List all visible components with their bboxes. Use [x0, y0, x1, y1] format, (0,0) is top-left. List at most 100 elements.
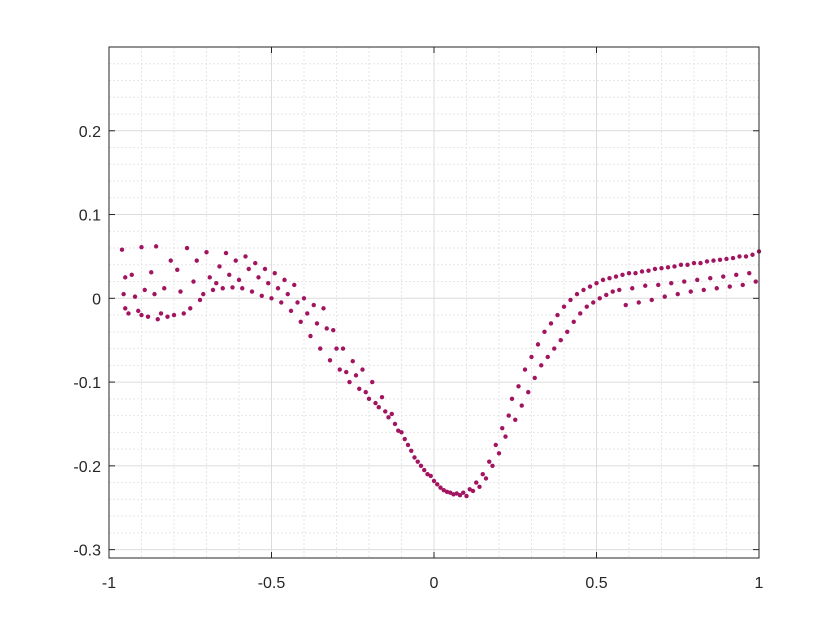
- data-point: [669, 281, 674, 286]
- data-point: [441, 487, 446, 493]
- data-point: [636, 300, 641, 305]
- data-point: [529, 354, 534, 360]
- data-point: [652, 266, 658, 272]
- data-point: [191, 279, 196, 284]
- data-point: [701, 287, 706, 293]
- data-point: [643, 283, 648, 288]
- data-point: [253, 260, 258, 266]
- data-point: [532, 375, 537, 381]
- data-point: [659, 265, 664, 271]
- data-point: [519, 403, 524, 408]
- data-point: [197, 297, 203, 303]
- data-point: [597, 296, 602, 301]
- data-point: [240, 286, 245, 291]
- data-point: [139, 312, 144, 318]
- data-point: [136, 308, 141, 314]
- data-point: [724, 256, 729, 262]
- data-point: [350, 358, 355, 364]
- data-point: [123, 306, 128, 311]
- data-point: [188, 306, 193, 311]
- data-point: [500, 425, 505, 431]
- data-point: [376, 405, 381, 410]
- data-point: [399, 430, 404, 435]
- x-axis-tick-labels: -1 -0.5 0 0.5 1: [102, 575, 764, 592]
- data-point: [591, 300, 596, 305]
- data-point: [750, 252, 755, 257]
- data-point: [214, 281, 219, 286]
- y-tick-label: 0.2: [79, 124, 101, 141]
- data-point: [672, 264, 677, 269]
- data-point: [633, 270, 638, 276]
- data-point: [691, 260, 697, 266]
- data-points: [119, 244, 762, 499]
- data-point: [292, 282, 297, 288]
- data-point: [269, 296, 274, 301]
- data-point: [675, 291, 680, 297]
- data-point: [626, 270, 632, 276]
- data-point: [535, 342, 541, 347]
- data-point: [171, 312, 177, 318]
- data-point: [464, 493, 469, 499]
- data-point: [435, 482, 440, 487]
- data-point: [578, 311, 583, 316]
- data-point: [711, 258, 716, 263]
- data-point: [272, 270, 277, 276]
- data-point: [295, 300, 300, 305]
- data-point: [714, 286, 719, 291]
- x-tick-label: -1: [102, 575, 116, 592]
- data-point: [175, 267, 180, 273]
- data-point: [344, 369, 349, 375]
- x-tick-label: 0.5: [585, 575, 607, 592]
- data-point: [184, 245, 190, 251]
- data-point: [587, 284, 593, 289]
- data-point: [571, 319, 576, 324]
- data-point: [207, 275, 212, 280]
- data-point: [555, 312, 560, 318]
- data-point: [389, 411, 394, 417]
- data-point: [678, 262, 684, 268]
- data-point: [181, 311, 186, 316]
- data-point: [126, 311, 131, 316]
- data-point: [347, 379, 352, 385]
- data-point: [490, 463, 495, 469]
- data-point: [526, 389, 531, 395]
- data-point: [139, 245, 144, 250]
- data-point: [337, 367, 342, 372]
- data-point: [409, 448, 414, 453]
- data-point: [373, 400, 378, 406]
- data-point: [623, 302, 628, 308]
- data-point: [282, 277, 287, 283]
- data-point: [581, 287, 586, 293]
- data-point: [753, 279, 758, 284]
- data-point: [477, 484, 482, 489]
- data-point: [266, 281, 271, 286]
- data-point: [178, 289, 183, 294]
- data-point: [509, 396, 515, 402]
- data-point: [422, 467, 427, 473]
- data-point: [704, 259, 710, 264]
- data-point: [506, 413, 511, 418]
- data-point: [119, 247, 125, 252]
- data-point: [204, 250, 209, 255]
- data-point: [428, 473, 433, 479]
- data-point: [194, 258, 199, 263]
- data-point: [480, 472, 485, 477]
- data-point: [662, 294, 667, 299]
- data-point: [656, 282, 661, 288]
- data-point: [142, 287, 147, 293]
- data-point: [262, 266, 268, 272]
- data-point: [646, 268, 651, 273]
- data-point: [165, 314, 170, 319]
- data-point: [259, 293, 264, 298]
- data-point: [698, 260, 703, 266]
- y-tick-label: -0.1: [73, 375, 101, 392]
- data-point: [470, 488, 476, 494]
- x-tick-label: 0: [430, 575, 439, 592]
- data-point: [516, 384, 521, 389]
- data-point: [688, 289, 693, 294]
- data-point: [331, 327, 336, 333]
- data-point: [467, 487, 472, 492]
- data-point: [545, 354, 550, 360]
- data-point: [321, 306, 326, 311]
- data-point: [396, 428, 401, 433]
